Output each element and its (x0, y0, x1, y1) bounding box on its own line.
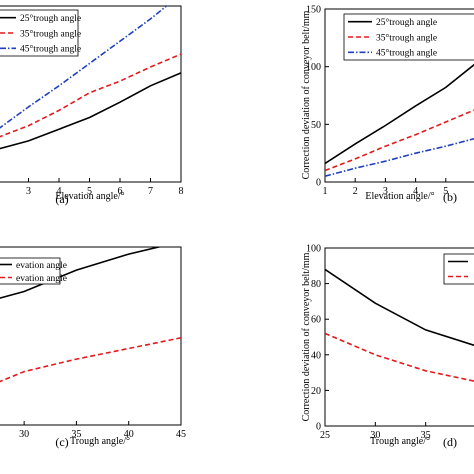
legend-entry-1: 25°trough angle (20, 13, 81, 24)
legend-entry-2: 35°trough angle (376, 32, 437, 43)
series-line-3 (0, 6, 168, 129)
y-tick-label: 20 (311, 386, 321, 397)
y-axis-label: Correction deviation of conveyor belt/mm (301, 10, 312, 179)
series-line-2 (325, 109, 474, 172)
x-tick-label: 5 (87, 186, 92, 197)
x-tick-label: 5 (443, 186, 448, 197)
x-tick-label: 2 (353, 186, 358, 197)
legend-entry-1: evation angle (16, 261, 67, 271)
series-line-1 (0, 247, 163, 299)
series-line-1 (325, 63, 474, 165)
y-tick-label: 0 (316, 178, 321, 189)
x-tick-label: 6 (118, 186, 123, 197)
x-axis-label: Elevation angle/° (365, 191, 434, 202)
plot-frame (324, 8, 474, 183)
chart-panel-d: 25 30 35 0 20 40 60 80 100 Trough angle/° Correcti… (301, 244, 474, 449)
plot-frame (0, 246, 182, 426)
legend-entry-3: 45°trough angle (376, 48, 437, 59)
series-line-2 (325, 332, 474, 382)
x-tick-label: 3 (383, 186, 388, 197)
x-tick-label: 25 (320, 430, 330, 441)
x-tick-label: 30 (19, 429, 29, 440)
series-line-2 (0, 53, 181, 138)
y-tick-label: 60 (311, 315, 321, 326)
panel-label: (b) (443, 190, 457, 204)
y-tick-label: 150 (306, 5, 321, 16)
x-tick-label: 35 (71, 429, 81, 440)
y-tick-label: 100 (306, 62, 321, 73)
x-axis-label: Elevation angle/° (55, 191, 124, 202)
y-tick-label: 50 (311, 120, 321, 131)
y-tick-label: 0 (316, 422, 321, 433)
plot-frame (324, 247, 474, 427)
legend-box (443, 253, 474, 285)
panel-label: (d) (443, 435, 457, 449)
series-line-2 (0, 337, 181, 383)
x-tick-label: 1 (323, 186, 328, 197)
legend-box (0, 257, 61, 285)
legend-entry-2: evation angle (16, 274, 67, 284)
x-tick-label: 40 (124, 429, 134, 440)
x-tick-label: 30 (370, 430, 380, 441)
chart-panel-c: 30 35 40 45 evation angle evation angle Trough… (0, 246, 186, 449)
x-tick-label: 3 (26, 186, 31, 197)
x-tick-label: 45 (176, 429, 186, 440)
series-group (0, 247, 181, 383)
x-tick-label: 4 (413, 186, 418, 197)
series-line-3 (325, 137, 474, 177)
y-tick-label: 40 (311, 350, 321, 361)
x-axis-label: Trough angle/° (70, 436, 130, 447)
legend-entry-3: 45°trough angle (20, 44, 81, 55)
panel-label: (c) (55, 435, 68, 449)
x-tick-label: 35 (421, 430, 431, 441)
x-tick-label: 7 (148, 186, 153, 197)
y-axis-label: Correction deviation of conveyor belt/mm (301, 252, 312, 421)
legend-entry-1: 25°trough angle (376, 17, 437, 28)
series-group (325, 268, 474, 382)
panel-label: (a) (55, 192, 68, 206)
y-tick-label: 80 (311, 279, 321, 290)
chart-panel-a: 3 4 5 6 7 8 25°trough angle 35°trough angle 45°t… (0, 5, 184, 206)
series-group (0, 6, 181, 150)
x-tick-label: 4 (57, 186, 62, 197)
x-tick-label: 8 (179, 186, 184, 197)
series-group (325, 63, 474, 177)
series-line-1 (0, 72, 181, 150)
y-tick-label: 100 (306, 244, 321, 255)
x-axis-label: Trough angle/° (370, 436, 430, 447)
legend-entry-2: 35°trough angle (20, 28, 81, 39)
series-line-1 (325, 268, 474, 347)
